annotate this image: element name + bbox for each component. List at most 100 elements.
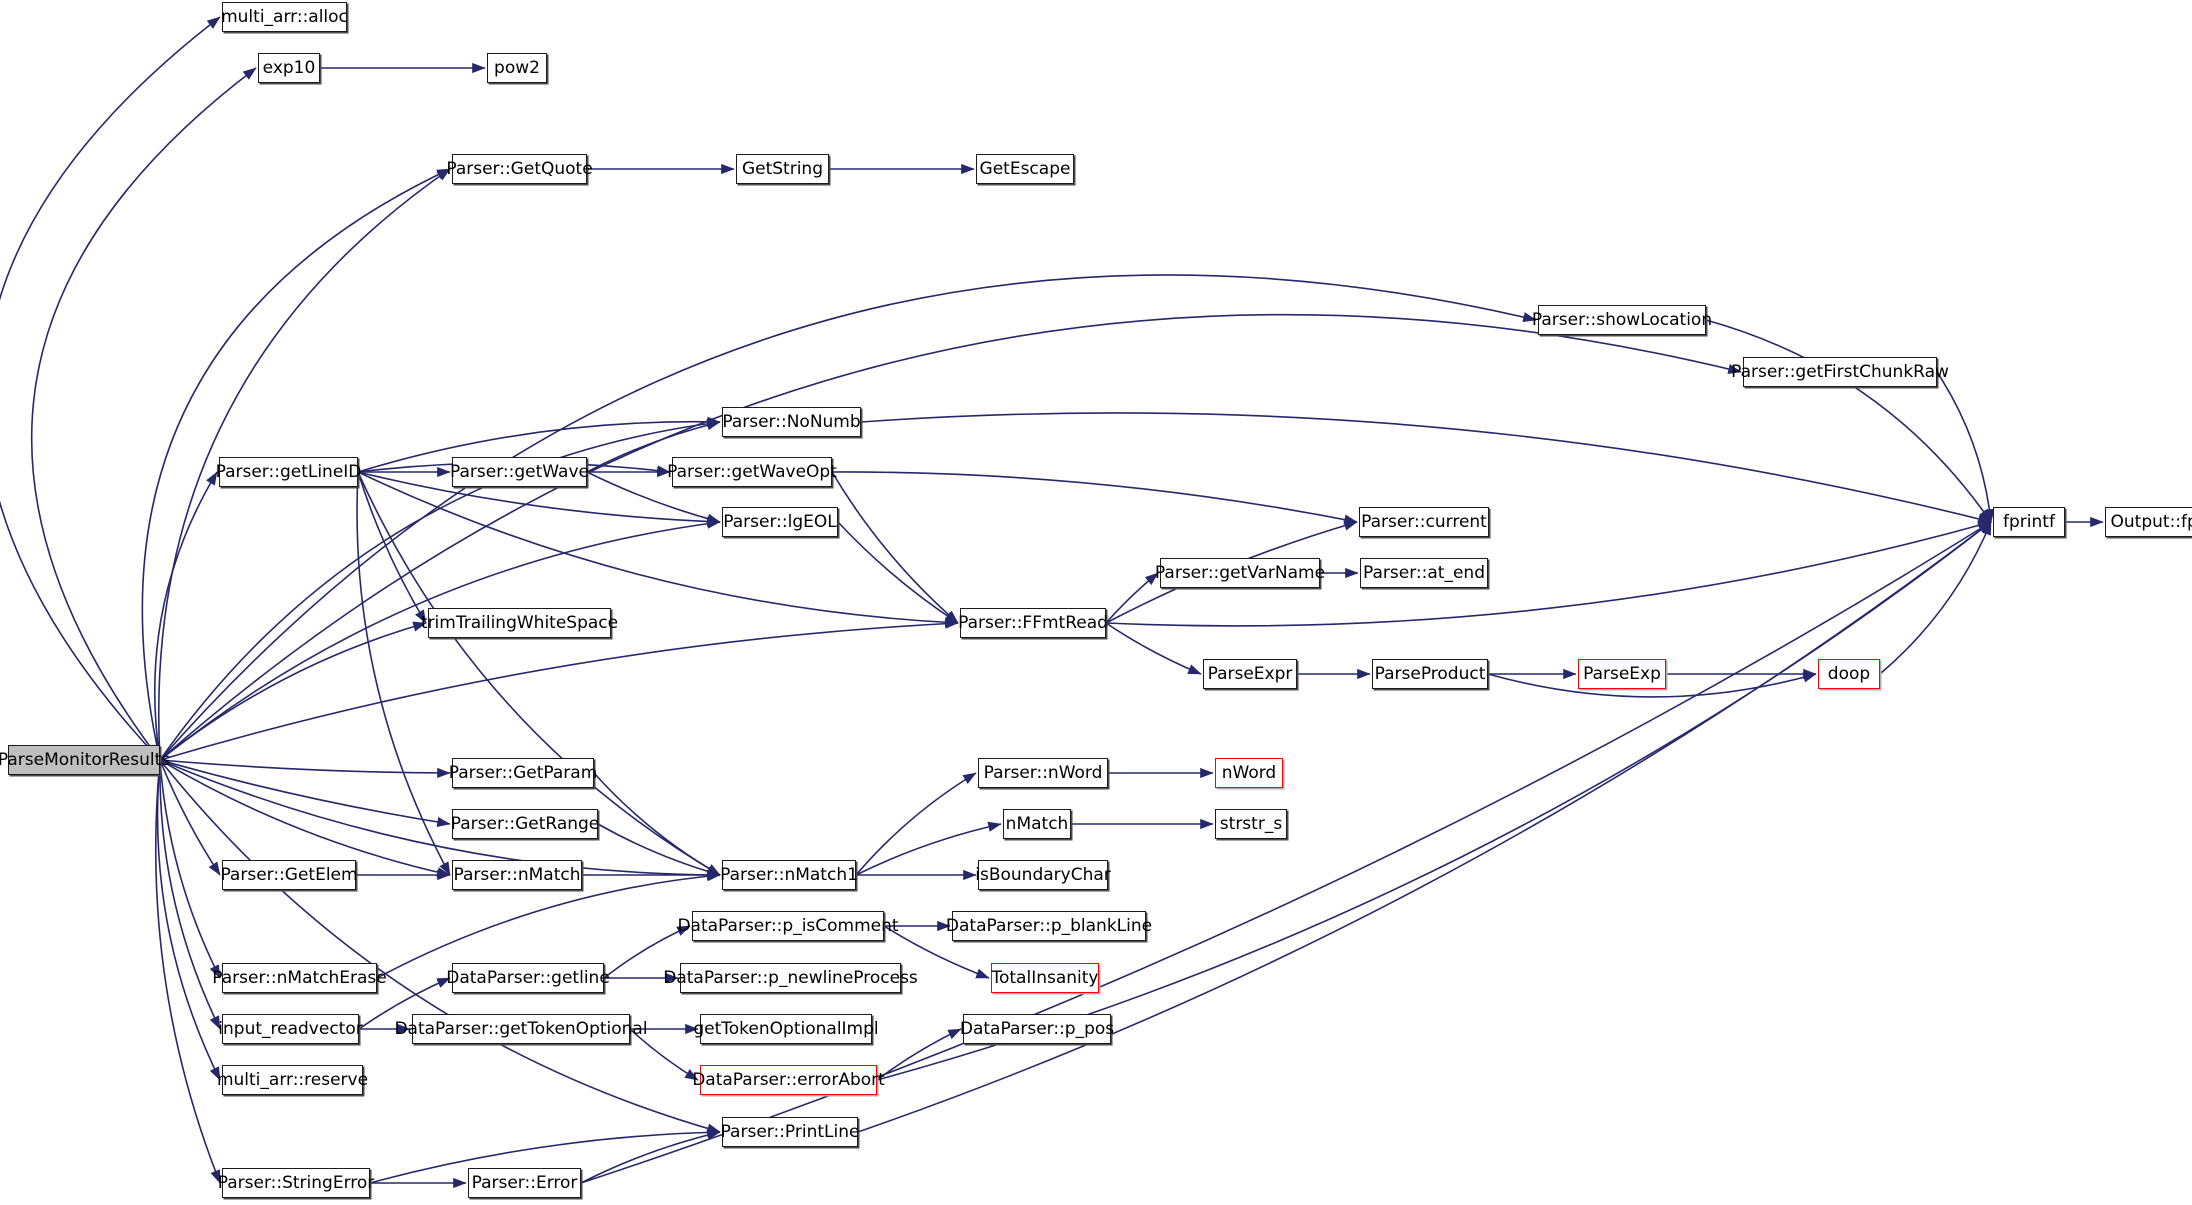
graph-edge bbox=[860, 412, 1992, 524]
graph-edge bbox=[837, 521, 959, 624]
graph-edge bbox=[580, 1129, 721, 1184]
graph-node[interactable]: DataParser::getline bbox=[446, 963, 610, 993]
graph-node[interactable]: Parser::GetElem bbox=[220, 860, 358, 890]
graph-edge bbox=[159, 313, 1742, 761]
graph-node[interactable]: Parser::lgEOL bbox=[722, 507, 838, 537]
graph-node-label: DataParser::errorAbort bbox=[692, 1069, 885, 1090]
graph-node[interactable]: DataParser::p_pos bbox=[960, 1014, 1114, 1044]
graph-edge bbox=[159, 759, 221, 876]
graph-node[interactable]: Parser::at_end bbox=[1360, 558, 1488, 588]
graph-node[interactable]: Parser::nWord bbox=[978, 758, 1108, 788]
graph-edge bbox=[593, 772, 721, 876]
graph-node[interactable]: nWord bbox=[1215, 758, 1283, 788]
graph-edge bbox=[876, 521, 1992, 1081]
graph-edge bbox=[597, 823, 721, 877]
graph-node[interactable]: TotalInsanity bbox=[991, 963, 1099, 993]
graph-node[interactable]: DataParser::errorAbort bbox=[692, 1065, 885, 1095]
graph-edge bbox=[159, 759, 451, 828]
graph-node[interactable]: Parser::getWave bbox=[450, 457, 589, 487]
graph-node-label: Parser::GetElem bbox=[220, 864, 358, 885]
graph-edge bbox=[1705, 319, 1992, 523]
graph-edge bbox=[1105, 622, 1202, 675]
graph-edge bbox=[1936, 371, 1995, 523]
graph-node[interactable]: Parser::getWaveOpt bbox=[667, 457, 837, 487]
graph-node[interactable]: Parser::getLineID bbox=[216, 457, 361, 487]
graph-node[interactable]: doop bbox=[1818, 659, 1880, 689]
graph-node-label: DataParser::p_blankLine bbox=[945, 915, 1153, 936]
graph-node-label: Parser::getWaveOpt bbox=[667, 461, 837, 482]
graph-edge bbox=[159, 618, 959, 761]
graph-node[interactable]: Parser::GetParam bbox=[449, 758, 597, 788]
graph-edge bbox=[153, 471, 218, 761]
graph-edge bbox=[159, 759, 451, 878]
graph-node-label: multi_arr::reserve bbox=[216, 1069, 369, 1090]
graph-node[interactable]: ParseMonitorResults bbox=[0, 745, 170, 775]
graph-node[interactable]: trimTrailingWhiteSpace bbox=[421, 608, 618, 638]
graph-node-label: Parser::GetRange bbox=[450, 813, 600, 834]
graph-node-label: Parser::nMatch bbox=[453, 864, 581, 885]
graph-node-label: Parser::current bbox=[1361, 511, 1487, 532]
graph-node-label: Parser::showLocation bbox=[1531, 309, 1713, 330]
graph-node-label: getTokenOptionalImpl bbox=[693, 1018, 879, 1039]
graph-edge bbox=[156, 759, 221, 1081]
graph-node[interactable]: nMatch bbox=[1003, 809, 1071, 839]
graph-node[interactable]: ParseProduct bbox=[1372, 659, 1488, 689]
graph-node[interactable]: Parser::StringError bbox=[218, 1168, 374, 1198]
graph-node[interactable]: pow2 bbox=[487, 53, 547, 83]
graph-node-label: ParseProduct bbox=[1374, 663, 1486, 684]
graph-node[interactable]: Parser::FFmtRead bbox=[958, 608, 1108, 638]
graph-node-label: exp10 bbox=[262, 57, 316, 78]
graph-node[interactable]: Parser::showLocation bbox=[1532, 305, 1712, 335]
graph-node-label: Parser::nMatchErase bbox=[212, 967, 387, 988]
graph-node[interactable]: Parser::getFirstChunkRaw bbox=[1731, 357, 1949, 387]
graph-node[interactable]: ParseExp bbox=[1578, 659, 1666, 689]
graph-node[interactable]: ParseExpr bbox=[1203, 659, 1297, 689]
graph-node[interactable]: DataParser::p_blankLine bbox=[946, 911, 1152, 941]
graph-node[interactable]: Parser::getVarName bbox=[1155, 558, 1325, 588]
graph-node[interactable]: isBoundaryChar bbox=[975, 860, 1111, 890]
graph-node-label: trimTrailingWhiteSpace bbox=[420, 612, 619, 633]
graph-node-label: doop bbox=[1827, 663, 1871, 684]
graph-node-label: Parser::getVarName bbox=[1154, 562, 1326, 583]
graph-node-label: Parser::nMatch1 bbox=[720, 864, 858, 885]
graph-edge bbox=[159, 274, 1537, 761]
graph-node-label: pow2 bbox=[494, 57, 540, 78]
graph-node-label: Parser::lgEOL bbox=[723, 511, 837, 532]
graph-node-label: ParseMonitorResults bbox=[0, 749, 171, 770]
graph-node-label: TotalInsanity bbox=[991, 967, 1099, 988]
graph-edge bbox=[356, 471, 451, 876]
graph-node[interactable]: DataParser::p_newlineProcess bbox=[663, 963, 918, 993]
graph-node-label: Parser::PrintLine bbox=[720, 1121, 860, 1142]
graph-node[interactable]: DataParser::p_isComment bbox=[677, 911, 899, 941]
graph-node[interactable]: GetEscape bbox=[976, 154, 1074, 184]
graph-node[interactable]: Parser::GetQuote bbox=[446, 154, 593, 184]
graph-node[interactable]: Parser::PrintLine bbox=[720, 1117, 860, 1147]
graph-node[interactable]: fprintf bbox=[1993, 507, 2065, 537]
graph-node[interactable]: DataParser::getTokenOptional bbox=[394, 1014, 648, 1044]
graph-node[interactable]: Parser::nMatch1 bbox=[720, 860, 858, 890]
graph-node[interactable]: Parser::GetRange bbox=[450, 809, 600, 839]
graph-node[interactable]: strstr_s bbox=[1215, 809, 1287, 839]
graph-node-label: Parser::GetQuote bbox=[446, 158, 593, 179]
graph-edge bbox=[159, 759, 721, 881]
graph-node[interactable]: input_readvector bbox=[218, 1014, 363, 1044]
graph-node-label: strstr_s bbox=[1219, 813, 1283, 834]
graph-node[interactable]: GetString bbox=[736, 154, 829, 184]
graph-node[interactable]: Parser::nMatch bbox=[452, 860, 582, 890]
graph-node[interactable]: Parser::current bbox=[1359, 507, 1489, 537]
graph-edge bbox=[159, 621, 427, 761]
graph-node-label: GetString bbox=[741, 158, 824, 179]
graph-node[interactable]: multi_arr::reserve bbox=[217, 1065, 368, 1095]
graph-node[interactable]: Parser::nMatchErase bbox=[212, 963, 387, 993]
graph-node-label: Parser::at_end bbox=[1363, 562, 1485, 583]
graph-node[interactable]: exp10 bbox=[258, 53, 320, 83]
graph-node[interactable]: Parser::Error bbox=[468, 1168, 581, 1198]
graph-node[interactable]: Parser::NoNumb bbox=[722, 407, 861, 437]
graph-node[interactable]: multi_arr::alloc bbox=[221, 2, 348, 32]
graph-node[interactable]: getTokenOptionalImpl bbox=[693, 1014, 879, 1044]
graph-edge bbox=[159, 518, 721, 761]
graph-node-label: DataParser::p_newlineProcess bbox=[663, 967, 918, 988]
graph-node[interactable]: Output::fptr bbox=[2105, 507, 2192, 537]
graph-node-label: Parser::getLineID bbox=[215, 461, 362, 482]
